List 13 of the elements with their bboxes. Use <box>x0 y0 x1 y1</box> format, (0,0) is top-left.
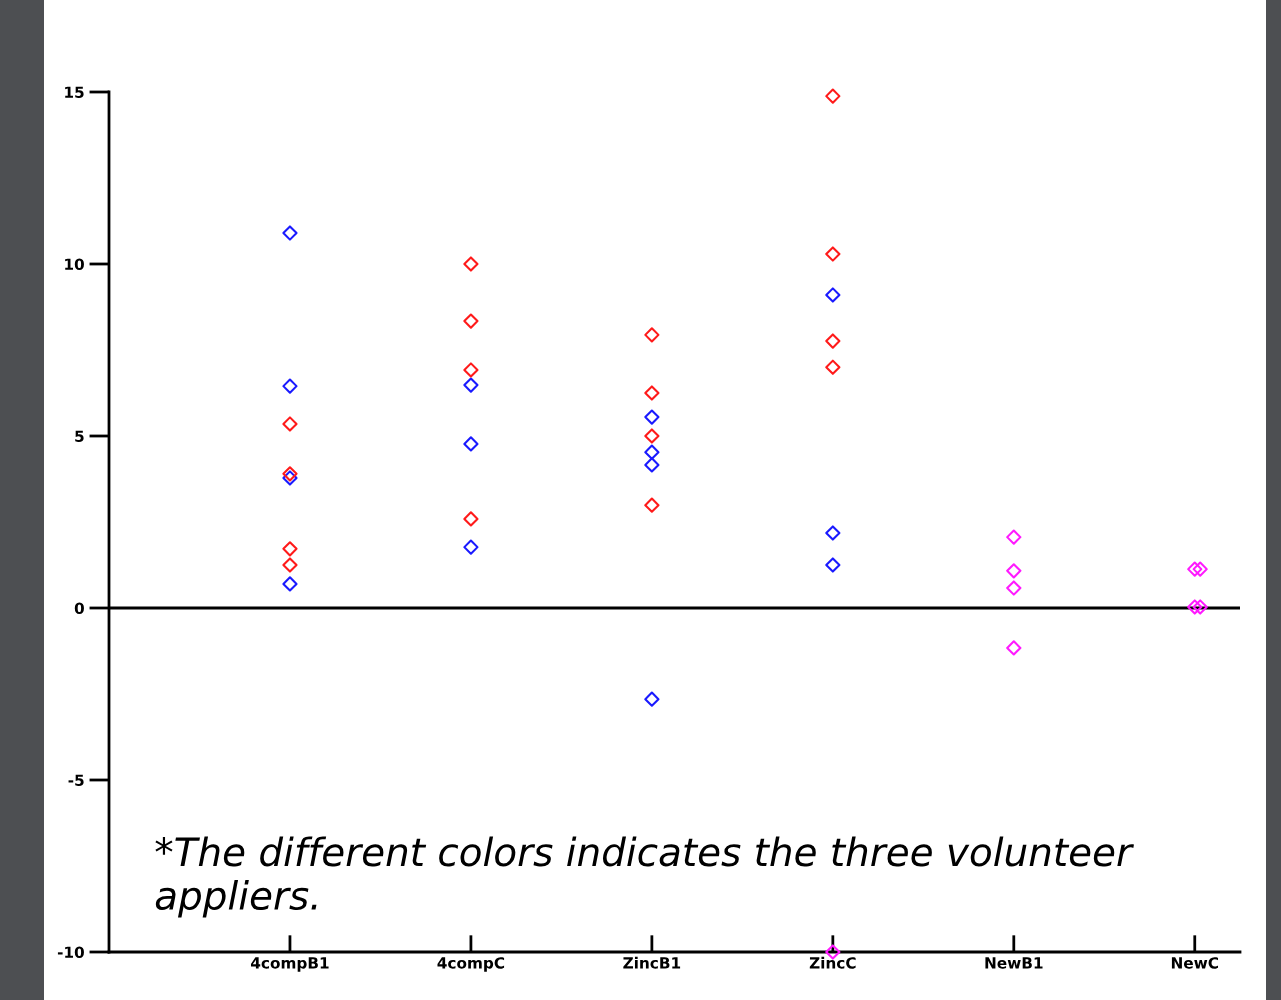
annotation: *The different colors indicates the three volunteer appliers. <box>155 836 1134 918</box>
y-tick-label: 0 <box>74 602 84 615</box>
x-tick-label: NewC <box>1171 957 1219 969</box>
y-tick-label: -10 <box>57 946 84 959</box>
y-tick-label: 15 <box>65 86 84 99</box>
x-tick-label: 4compC <box>437 957 505 972</box>
y-tick-label: 10 <box>65 258 84 271</box>
x-tick-label: 4compB1 <box>250 957 329 972</box>
y-tick-label: -5 <box>68 774 84 787</box>
x-tick-label: NewB1 <box>985 957 1043 969</box>
y-tick-label: 5 <box>75 430 84 443</box>
x-tick-label: ZincB1 <box>623 956 681 969</box>
x-tick-label: ZincC <box>809 956 856 969</box>
